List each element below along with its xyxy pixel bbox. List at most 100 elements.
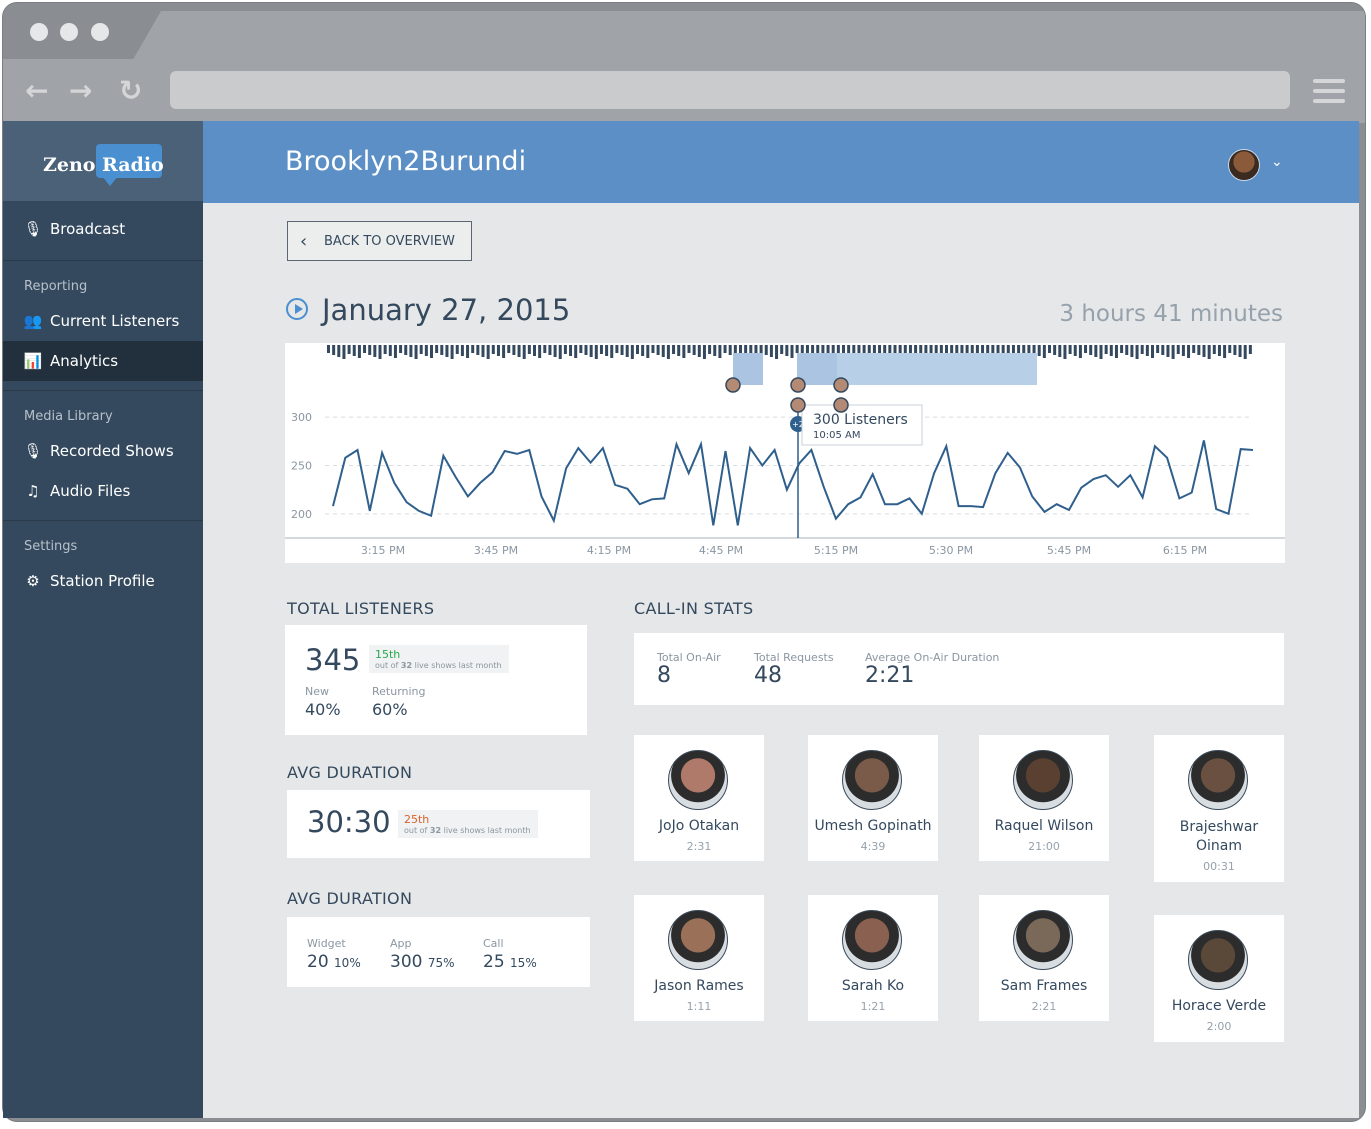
waveform-bar (1125, 345, 1129, 355)
browser-tab[interactable] (131, 11, 1365, 63)
avg-onair-value: 2:21 (865, 663, 915, 688)
bar-chart-icon: 📊 (23, 352, 43, 370)
callin-stats-title: CALL-IN STATS (634, 599, 754, 618)
x-tick-label: 6:15 PM (1163, 544, 1207, 557)
waveform-bar (1073, 345, 1077, 356)
sidebar-item-broadcast[interactable]: 🎙 Broadcast (3, 209, 203, 249)
waveform-bar (368, 345, 372, 355)
back-arrow-icon[interactable]: ← (25, 74, 49, 107)
waveform-bar (543, 345, 547, 353)
reload-icon[interactable]: ↻ (119, 74, 143, 107)
address-bar[interactable] (170, 71, 1290, 109)
play-icon[interactable] (286, 298, 308, 320)
chevron-down-icon[interactable]: ⌄ (1271, 154, 1283, 170)
maximize-window-dot[interactable] (91, 23, 109, 41)
caller-marker-point[interactable] (790, 397, 806, 413)
caller-marker-point[interactable] (790, 377, 806, 393)
caller-time: 21:00 (1028, 840, 1060, 853)
caller-avatar (1013, 910, 1073, 970)
waveform-bar (610, 345, 614, 358)
waveform-bar (759, 345, 763, 353)
menu-icon[interactable] (1313, 79, 1345, 103)
waveform-bar (1114, 345, 1118, 358)
sidebar: Zeno Radio 🎙 Broadcast Reporting 👥 Curre… (3, 121, 203, 1118)
waveform-bar (723, 345, 727, 353)
waveform-bar (594, 345, 598, 359)
waveform-bar (445, 345, 449, 357)
waveform-bar (584, 345, 588, 355)
waveform-bar (666, 345, 670, 359)
header-bar: Brooklyn2Burundi ⌄ (203, 121, 1359, 203)
waveform-bar (1027, 345, 1031, 359)
caller-marker-point[interactable] (833, 377, 849, 393)
caller-card-sarah-ko[interactable]: Sarah Ko 1:21 (808, 895, 938, 1021)
waveform-bar (1223, 345, 1227, 358)
waveform-bar (579, 345, 583, 353)
caller-card-jason-rames[interactable]: Jason Rames 1:11 (634, 895, 764, 1021)
user-avatar[interactable] (1228, 149, 1260, 181)
waveform-bar (1212, 345, 1216, 354)
forward-arrow-icon[interactable]: → (69, 74, 93, 107)
waveform-bar (651, 345, 655, 353)
waveform-bar (1048, 345, 1051, 353)
caller-card-brajeshwar-oinam[interactable]: Brajeshwar Oinam 00:31 (1154, 735, 1284, 882)
waveform-bar (878, 345, 882, 357)
waveform-bar (862, 345, 866, 358)
waveform-bar (981, 345, 985, 355)
caller-marker-point[interactable] (725, 377, 741, 393)
app-label: App (390, 937, 412, 950)
waveform-bar (538, 345, 542, 358)
sidebar-item-current-listeners[interactable]: 👥 Current Listeners (3, 301, 203, 341)
caller-card-horace-verde[interactable]: Horace Verde 2:00 (1154, 915, 1284, 1042)
waveform-bar (1078, 345, 1082, 358)
y-tick-label: 300 (291, 411, 312, 424)
waveform-bar (656, 345, 660, 355)
caller-marker-point[interactable] (833, 397, 849, 413)
browser-toolbar: ← → ↻ (3, 59, 1365, 124)
waveform-bar (1238, 345, 1242, 357)
waveform-bar (337, 345, 341, 357)
caller-card-jojo-otakan[interactable]: JoJo Otakan 2:31 (634, 735, 764, 861)
sidebar-item-label: Station Profile (50, 572, 155, 590)
waveform-bar (847, 345, 851, 359)
waveform-bar (1197, 345, 1201, 355)
new-value: 40% (305, 700, 341, 719)
caller-card-raquel-wilson[interactable]: Raquel Wilson 21:00 (979, 735, 1109, 861)
show-date: January 27, 2015 (322, 293, 571, 327)
waveform-bar (527, 345, 531, 354)
waveform-bar (1248, 345, 1252, 354)
caller-card-umesh-gopinath[interactable]: Umesh Gopinath 4:39 (808, 735, 938, 861)
listeners-line-chart[interactable]: 200 250 300 3:15 PM 3:45 PM 4:15 PM 4:45 PM 5:1… (285, 343, 1285, 563)
rank-text: out of 32 live shows last month (404, 826, 531, 835)
x-tick-label: 4:45 PM (699, 544, 743, 557)
highlight-badge: +2 (792, 420, 804, 429)
waveform-bar (363, 345, 367, 353)
waveform-bar (908, 345, 912, 355)
waveform-bar (821, 345, 825, 356)
logo[interactable]: Zeno Radio (3, 121, 203, 201)
sidebar-item-audio-files[interactable]: ♫ Audio Files (3, 471, 203, 511)
waveform-bar (450, 345, 454, 359)
waveform-bar (373, 345, 377, 357)
waveform-bar (1042, 345, 1046, 358)
minimize-window-dot[interactable] (60, 23, 78, 41)
recorded-shows-icon: 🎙 (23, 442, 43, 460)
sidebar-item-recorded-shows[interactable]: 🎙 Recorded Shows (3, 431, 203, 471)
back-to-overview-button[interactable]: ‹ BACK TO OVERVIEW (287, 221, 472, 261)
x-tick-label: 5:15 PM (814, 544, 858, 557)
waveform-bar (939, 345, 943, 353)
sidebar-item-analytics[interactable]: 📊 Analytics (3, 341, 203, 381)
waveform-bar (934, 345, 938, 358)
waveform-bar (558, 345, 562, 359)
avg-onair-label: Average On-Air Duration (865, 651, 1000, 664)
sidebar-item-station-profile[interactable]: ⚙ Station Profile (3, 561, 203, 601)
waveform-bar (790, 345, 794, 358)
caller-time: 2:31 (686, 840, 712, 853)
logo-word-zeno: Zeno (43, 154, 96, 176)
waveform-bar (414, 345, 418, 359)
waveform-bar (625, 345, 629, 357)
caller-card-sam-frames[interactable]: Sam Frames 2:21 (979, 895, 1109, 1021)
waveform-bar (327, 345, 330, 353)
close-window-dot[interactable] (30, 23, 48, 41)
x-tick-label: 5:45 PM (1047, 544, 1091, 557)
